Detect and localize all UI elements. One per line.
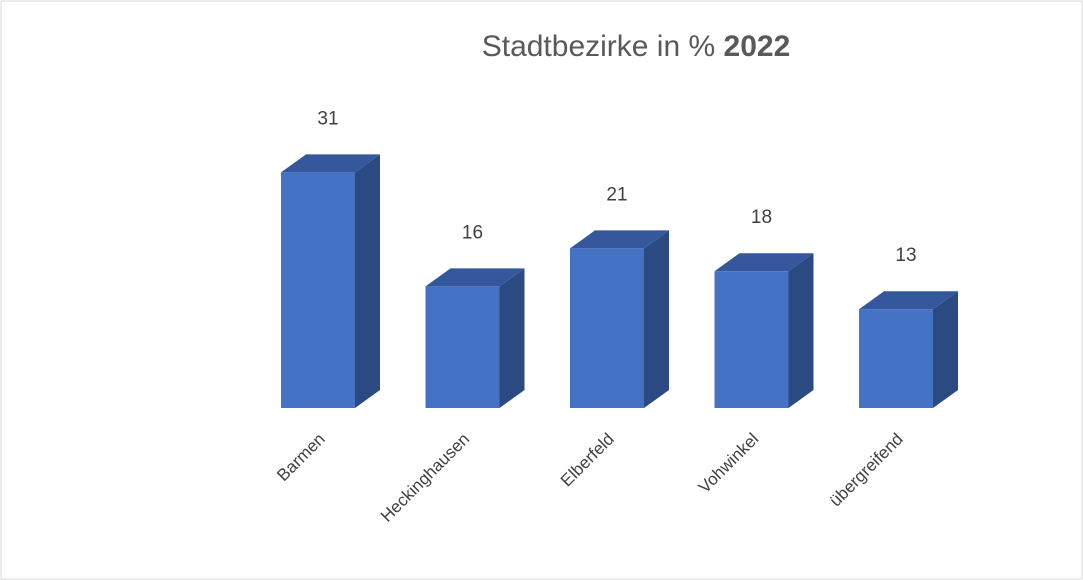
bar-top <box>570 230 669 249</box>
chart-title: Stadtbezirke in % 2022 <box>482 30 791 63</box>
bar-top <box>859 291 958 310</box>
bar <box>570 230 669 408</box>
bar-side <box>933 291 958 408</box>
bar-front <box>714 271 789 408</box>
title-text: Stadtbezirke in % <box>482 30 715 63</box>
bar-front <box>425 286 500 408</box>
bar-side <box>788 253 814 408</box>
bar <box>859 291 958 408</box>
bar <box>281 154 380 408</box>
value-label: 13 <box>895 245 916 266</box>
value-label: 18 <box>751 207 772 228</box>
bar-front <box>570 248 644 408</box>
title-year: 2022 <box>724 30 791 63</box>
bar-side <box>499 268 525 408</box>
bar-side <box>355 154 380 408</box>
bar-front <box>859 309 933 408</box>
value-label: 31 <box>317 108 338 129</box>
bar-front <box>281 172 355 408</box>
bar-side <box>644 230 669 408</box>
bar-top <box>425 268 525 287</box>
bar <box>714 253 814 408</box>
value-label: 16 <box>462 222 483 243</box>
bar <box>425 268 525 408</box>
bar-top <box>281 154 380 173</box>
bar-top <box>714 253 814 272</box>
value-label: 21 <box>606 184 627 205</box>
